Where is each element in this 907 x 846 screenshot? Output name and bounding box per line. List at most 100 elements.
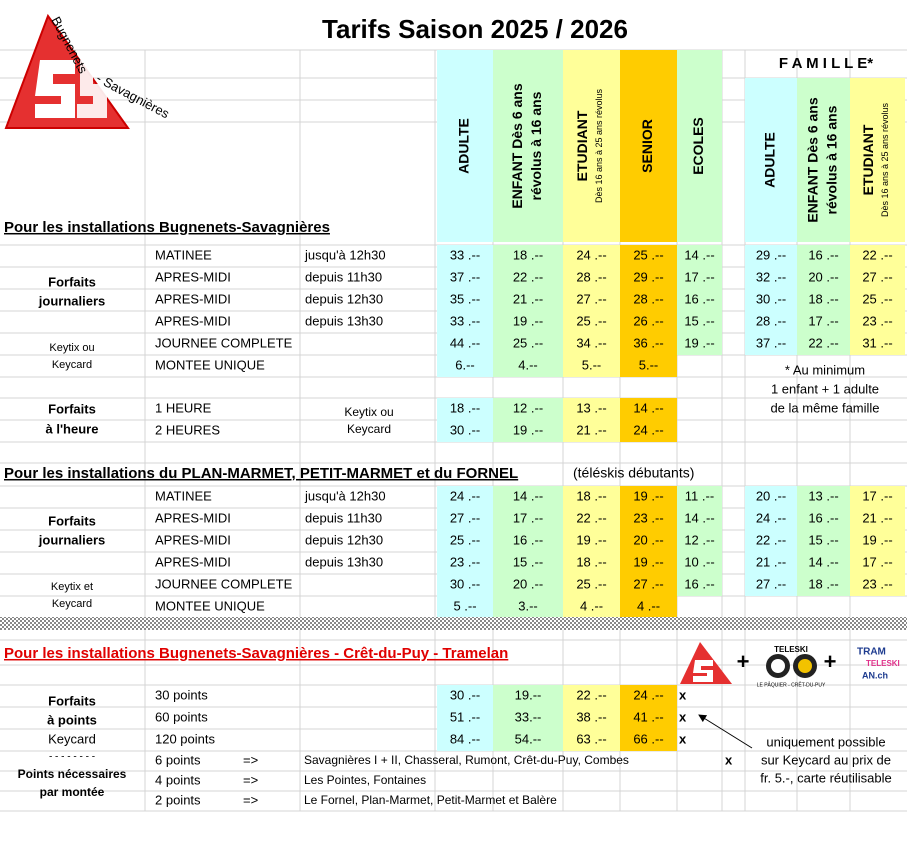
price-cell [620,729,677,751]
price: 12 .-- [513,400,543,415]
price: 33 .-- [450,247,480,262]
logo-text: TELESKI [774,645,808,654]
title: Tarifs Saison 2025 / 2026 [322,14,628,44]
price-cell [563,707,620,729]
price-cell [797,267,850,289]
price-cell [563,508,620,530]
row-name: JOURNEE COMPLETE [155,335,293,350]
price-cell [620,508,677,530]
price: 16 .-- [808,247,838,262]
price: 14 .-- [808,554,838,569]
price: 28 .-- [633,291,663,306]
price: 19 .-- [633,554,663,569]
price-cell [563,574,620,596]
price: 17 .-- [862,488,892,503]
price: 27 .-- [756,576,786,591]
price-cell [797,574,850,596]
price: 19 .-- [576,532,606,547]
column-header: ENFANT Dès 6 ans [805,97,821,222]
price-cell [620,333,677,355]
price: 14 .-- [684,510,714,525]
price-cell [797,245,850,267]
price-cell [850,508,905,530]
price-cell [677,245,722,267]
header-cell [797,78,850,242]
price: 24 .-- [633,687,663,702]
price: 30 .-- [450,422,480,437]
row-name: MONTEE UNIQUE [155,357,265,372]
price-cell [677,530,722,552]
section-title: Pour les installations Bugnenets-Savagni… [4,219,330,236]
side-label: Keytix ou [49,342,94,354]
price: 37 .-- [450,269,480,284]
row-name: MONTEE UNIQUE [155,598,265,613]
price-cell [563,398,620,420]
family-note: de la même famille [770,400,879,415]
price: 28 .-- [576,269,606,284]
price: 14 .-- [684,247,714,262]
price-cell [563,729,620,751]
row-name: JOURNEE COMPLETE [155,576,293,591]
price: 4 .-- [637,598,660,613]
price: 19 .-- [862,532,892,547]
price: 20 .-- [633,532,663,547]
column-header: Dès 16 ans à 25 ans révolus [594,88,604,203]
price-cell [850,552,905,574]
price-cell [620,311,677,333]
logo-text: TELESKI [866,659,900,668]
column-header: ENFANT Dès 6 ans [509,83,525,208]
price: 19 .-- [513,313,543,328]
price-cell [677,311,722,333]
price: 6.-- [455,357,475,372]
price-cell [493,530,563,552]
side-label: Forfaits [48,401,96,416]
side-label: par montée [40,785,105,799]
price-cell [797,289,850,311]
price-cell [797,486,850,508]
side-label: journaliers [38,293,105,308]
row-time: depuis 13h30 [305,313,383,328]
mark: x [679,687,687,702]
column-header: révolus à 16 ans [824,105,840,214]
row-time: depuis 13h30 [305,554,383,569]
side-label: Forfaits [48,513,96,528]
price: 22 .-- [513,269,543,284]
row-time: depuis 11h30 [305,269,382,284]
price: 25 .-- [576,576,606,591]
price: 25 .-- [862,291,892,306]
price: 12 .-- [684,532,714,547]
price-cell [745,245,797,267]
side-label: Keycard [48,731,96,746]
price: 16 .-- [808,510,838,525]
price: 24 .-- [576,247,606,262]
price-cell [493,245,563,267]
price: 25 .-- [513,335,543,350]
side-label: Forfaits [48,693,96,708]
price-cell [620,574,677,596]
price-cell [493,685,563,707]
mark: x [679,731,687,746]
price: 36 .-- [633,335,663,350]
places: Savagnières I + II, Chasseral, Rumont, C… [304,753,629,767]
price-cell [850,267,905,289]
price: 21 .-- [576,422,606,437]
header-cell [677,50,722,242]
price: 33.-- [515,709,542,724]
price: 18 .-- [450,400,480,415]
price-cell [797,333,850,355]
price-cell [493,355,563,377]
price-cell [493,398,563,420]
price-cell [493,508,563,530]
hour-note: Keytix ou [344,405,393,419]
cell-fills [437,50,905,751]
price-cell [745,289,797,311]
side-label: à l'heure [46,421,99,436]
price-cell [850,311,905,333]
price: 13 .-- [576,400,606,415]
price-cell [620,355,677,377]
price-cell [437,267,493,289]
side-label: à points [47,712,97,727]
price: 11 .-- [685,488,714,503]
price-cell [437,707,493,729]
